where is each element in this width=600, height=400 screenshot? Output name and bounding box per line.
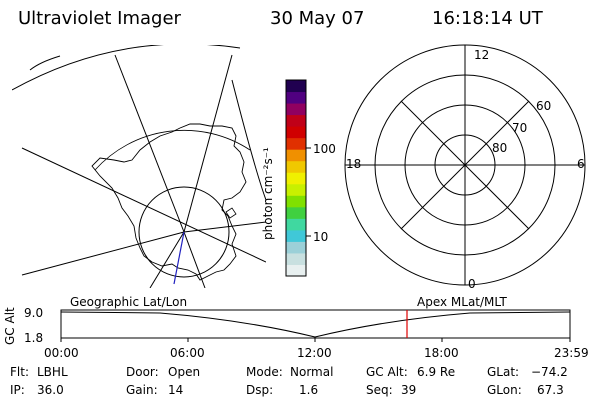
glat-label: GLat: (487, 365, 520, 379)
meridian-line (183, 54, 233, 233)
mlt-label-12: 12 (474, 48, 490, 62)
seq-value: 39 (401, 383, 417, 397)
colorbar-cell (286, 103, 306, 116)
timeline-ytick-1-8: 1.8 (24, 331, 44, 345)
colorbar-cell (286, 218, 306, 231)
timeline-xtick-2359: 23:59 (554, 346, 589, 360)
dsp-label: Dsp: (246, 383, 274, 397)
colorbar-cell (286, 137, 306, 150)
lat-label-80: 80 (492, 141, 508, 155)
colorbar-cell (286, 241, 306, 254)
colorbar-cell (286, 195, 306, 208)
timeline-xtick-1200: 12:00 (297, 346, 332, 360)
colorbar-cell (286, 183, 306, 196)
glon-value: 67.3 (537, 383, 564, 397)
latitude-arc-outer (12, 45, 241, 91)
mode-value: Normal (290, 365, 334, 379)
seq-label: Seq: (366, 383, 393, 397)
lat-label-60: 60 (536, 99, 552, 113)
flt-value: LBHL (37, 365, 68, 379)
gain-value: 14 (168, 383, 184, 397)
meridian-line (114, 54, 185, 233)
colorbar-tick-100: 100 (313, 142, 336, 156)
colorbar-cell (286, 160, 306, 173)
altitude-curve (60, 311, 571, 338)
ip-label: IP: (10, 383, 25, 397)
colorbar-cell (286, 149, 306, 162)
lat-label-70: 70 (512, 121, 528, 135)
mlt-label-6: 6 (577, 157, 585, 171)
timeline-xtick-0000: 00:00 (44, 346, 79, 360)
instrument-title: Ultraviolet Imager (18, 8, 181, 29)
mlt-label-18: 18 (346, 157, 362, 171)
timeline-ytick-9: 9.0 (24, 306, 44, 320)
meridian-line (21, 147, 266, 263)
latitude-circle (138, 186, 230, 278)
coastline (91, 123, 247, 281)
colorbar-cell (286, 114, 306, 127)
colorbar-cell (286, 206, 306, 219)
time-label: 16:18:14 UT (432, 8, 543, 29)
timeline-xtick-1800: 18:00 (424, 346, 459, 360)
mode-label: Mode: (246, 365, 283, 379)
glon-label: GLon: (487, 383, 522, 397)
meridian-line (21, 231, 185, 276)
door-label: Door: (126, 365, 159, 379)
flt-label: Flt: (10, 365, 29, 379)
colorbar-cell (286, 126, 306, 139)
door-value: Open (168, 365, 201, 379)
gcalt-value: 6.9 Re (417, 365, 456, 379)
colorbar-cell (286, 172, 306, 185)
colorbar-cell (286, 264, 306, 277)
timeline-xtick-0600: 06:00 (170, 346, 205, 360)
date-label: 30 May 07 (270, 8, 365, 29)
colorbar-cell (286, 229, 306, 242)
glat-value: −74.2 (531, 365, 568, 379)
mlt-label-0: 0 (468, 277, 476, 291)
colorbar-tick-10: 10 (313, 230, 329, 244)
colorbar-cell (286, 252, 306, 265)
colorbar-cell (286, 80, 306, 93)
timeline-left-label: Geographic Lat/Lon (70, 295, 188, 309)
dsp-value: 1.6 (299, 383, 319, 397)
gain-label: Gain: (126, 383, 158, 397)
colorbar-cell (286, 91, 306, 104)
timeline-right-label: Apex MLat/MLT (417, 295, 507, 309)
ip-value: 36.0 (37, 383, 64, 397)
mlt-diagonal (400, 100, 530, 230)
satellite-track (173, 231, 185, 285)
gcalt-label: GC Alt: (366, 365, 408, 379)
